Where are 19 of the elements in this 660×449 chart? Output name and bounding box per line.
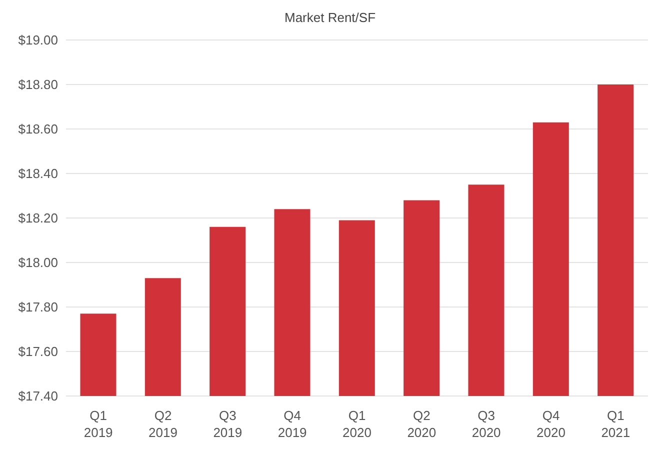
y-tick-label: $18.20 (18, 210, 58, 226)
x-tick-label: Q4 2020 (536, 408, 566, 440)
y-tick-label: $17.80 (18, 300, 58, 315)
y-tick-label: $18.40 (18, 166, 58, 182)
y-tick-label: $17.60 (18, 344, 58, 360)
x-tick-label: Q2 2019 (148, 408, 178, 440)
x-tick-label: Q2 2020 (407, 408, 436, 440)
x-tick-label: Q4 2019 (278, 408, 307, 440)
y-tick-label: $19.00 (18, 32, 58, 48)
y-tick-label: $17.40 (18, 388, 58, 404)
y-tick-label: $18.60 (18, 122, 58, 137)
chart-title: Market Rent/SF (283, 9, 377, 27)
x-tick-label: Q1 2021 (601, 408, 630, 440)
x-tick-label: Q1 2020 (342, 408, 372, 440)
x-tick-label: Q3 2019 (213, 408, 242, 440)
y-tick-label: $18.80 (18, 77, 58, 92)
x-tick-label: Q1 2019 (84, 408, 113, 440)
y-tick-label: $18.00 (18, 255, 58, 270)
x-tick-label: Q3 2020 (472, 408, 501, 440)
